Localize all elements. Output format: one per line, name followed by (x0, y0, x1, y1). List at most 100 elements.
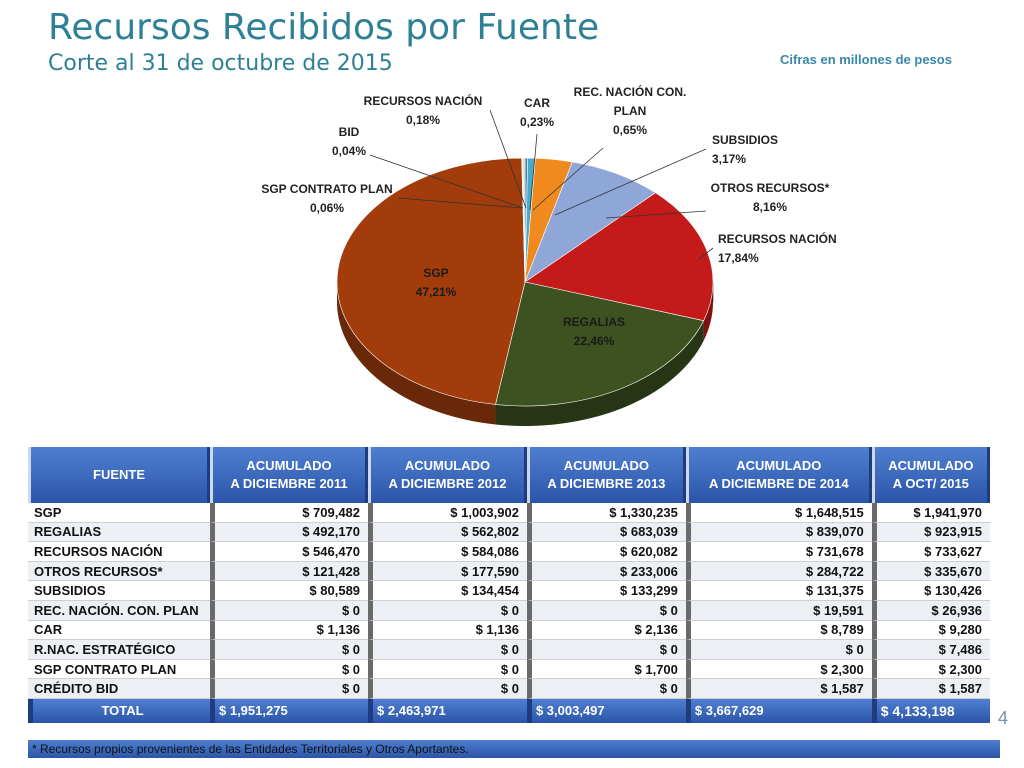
row-source: CRÉDITO BID (28, 679, 210, 699)
leader-line (397, 197, 523, 209)
header-col-2011: ACUMULADO A DICIEMBRE 2011 (210, 447, 369, 503)
table-cell: $ 0 (368, 640, 527, 660)
row-source: CAR (28, 620, 210, 641)
row-source: R.NAC. ESTRATÉGICO (28, 640, 210, 660)
pie-label-name: SGP (423, 266, 448, 280)
table-cell: $ 284,722 (685, 561, 872, 582)
pie-label-name: RECURSOS NACIÓN (718, 231, 837, 246)
table-cell: $ 7,486 (871, 640, 990, 660)
table-cell: $ 2,136 (526, 620, 686, 641)
pie-label-percent: 0,65% (613, 123, 647, 137)
row-source: RECURSOS NACIÓN (28, 542, 210, 562)
table-cell: $ 1,587 (685, 679, 872, 699)
row-source: REGALIAS (28, 522, 210, 543)
table-cell: $ 0 (526, 600, 686, 621)
table-cell: $ 0 (368, 600, 527, 621)
pie-label-percent: 0,06% (310, 201, 344, 215)
pie-slice (522, 157, 526, 283)
total-cell: $ 1,951,275 (210, 698, 369, 723)
header-col-2012: ACUMULADO A DICIEMBRE 2012 (368, 447, 527, 503)
page-subtitle: Corte al 31 de octubre de 2015 (48, 51, 393, 76)
table-cell: $ 335,670 (871, 561, 990, 582)
pie-label-name: RECURSOS NACIÓN (364, 93, 483, 108)
pie-label-name: SUBSIDIOS (712, 133, 778, 147)
row-source: REC. NACIÓN. CON. PLAN (28, 600, 210, 621)
table-cell: $ 134,454 (368, 581, 527, 601)
pie-label-name: REGALIAS (563, 315, 625, 329)
pie-slice-side (336, 282, 496, 425)
table-cell: $ 0 (526, 679, 686, 699)
leader-line (529, 133, 538, 211)
table-cell: $ 0 (526, 640, 686, 660)
table-cell: $ 1,941,970 (871, 503, 990, 523)
total-cell: $ 3,667,629 (685, 698, 872, 723)
pie-slice (495, 281, 705, 407)
table-row: RECURSOS NACIÓN $ 546,470 $ 584,086 $ 620,0… (28, 542, 990, 562)
pie-label-name: BID (339, 125, 360, 139)
pie-label-percent: 0,04% (332, 144, 366, 158)
pie-label-percent: 22,46% (574, 334, 615, 348)
table-cell: $ 80,589 (210, 581, 369, 601)
table-cell: $ 1,700 (526, 659, 686, 680)
table-cell: $ 923,915 (871, 522, 990, 543)
table-cell: $ 1,136 (210, 620, 369, 641)
table-cell: $ 8,789 (685, 620, 872, 641)
table-cell: $ 839,070 (685, 522, 872, 543)
table-row: SUBSIDIOS $ 80,589 $ 134,454 $ 133,299 $ 131… (28, 581, 990, 601)
leader-line (532, 147, 604, 211)
pie-slice (524, 161, 657, 283)
pie-label-name: OTROS RECURSOS* (711, 181, 830, 195)
leader-line (369, 154, 524, 209)
table-row: OTROS RECURSOS* $ 121,428 $ 177,590 $ 233,0… (28, 561, 990, 582)
leader-line (554, 148, 707, 216)
table-cell: $ 233,006 (526, 561, 686, 582)
pie-label-percent: 17,84% (718, 251, 759, 265)
pie-chart: CAR 0,23% REC. NACIÓN CON. PLAN 0,65% SUBSIDI… (261, 84, 837, 426)
table-cell: $ 1,330,235 (526, 503, 686, 523)
table-cell: $ 731,678 (685, 542, 872, 562)
table-row: SGP CONTRATO PLAN $ 0 $ 0 $ 1,700 $ 2,300 $ 2… (28, 659, 990, 680)
table-row: CRÉDITO BID $ 0 $ 0 $ 0 $ 1,587 $ 1,587 (28, 679, 990, 699)
pie-label-percent: 0,23% (520, 115, 554, 129)
table-cell: $ 131,375 (685, 581, 872, 601)
table-cell: $ 562,802 (368, 522, 527, 543)
page-number: 4 (998, 708, 1009, 728)
total-cell: $ 3,003,497 (526, 698, 686, 723)
pie-label-name: CAR (524, 96, 550, 110)
row-source: SGP (28, 503, 210, 523)
table-header-row: FUENTE ACUMULADO A DICIEMBRE 2011 ACUMULA… (28, 447, 990, 503)
data-table: FUENTE ACUMULADO A DICIEMBRE 2011 ACUMULA… (28, 447, 990, 723)
table-cell: $ 584,086 (368, 542, 527, 562)
table-cell: $ 0 (210, 679, 369, 699)
leader-line (489, 109, 527, 209)
row-source: SUBSIDIOS (28, 581, 210, 601)
table-cell: $ 1,136 (368, 620, 527, 641)
table-cell: $ 1,003,902 (368, 503, 527, 523)
table-cell: $ 9,280 (871, 620, 990, 641)
table-row: R.NAC. ESTRATÉGICO $ 0 $ 0 $ 0 $ 0 $ 7,486 (28, 640, 990, 660)
table-row: REGALIAS $ 492,170 $ 562,802 $ 683,039 $ 839… (28, 522, 990, 543)
pie-label-percent: 0,18% (406, 113, 440, 127)
units-note: Cifras en millones de pesos (780, 52, 952, 67)
table-cell: $ 26,936 (871, 600, 990, 621)
table-cell: $ 2,300 (685, 659, 872, 680)
table-cell: $ 121,428 (210, 561, 369, 582)
row-source: SGP CONTRATO PLAN (28, 659, 210, 680)
table-cell: $ 2,300 (871, 659, 990, 680)
table-cell: $ 0 (368, 679, 527, 699)
footnote: * Recursos propios provenientes de las E… (28, 740, 1000, 758)
pie-label-percent: 47,21% (416, 285, 457, 299)
table-cell: $ 133,299 (526, 581, 686, 601)
pie-label-name: SGP CONTRATO PLAN (261, 182, 392, 196)
table-cell: $ 683,039 (526, 522, 686, 543)
total-cell: $ 4,133,198 (871, 698, 990, 723)
table-cell: $ 492,170 (210, 522, 369, 543)
pie-slice (336, 157, 526, 405)
pie-slice-side (495, 320, 704, 426)
header-col-2014: ACUMULADO A DICIEMBRE DE 2014 (685, 447, 872, 503)
table-cell: $ 0 (210, 659, 369, 680)
pie-slice-side (703, 282, 713, 341)
table-cell: $ 177,590 (368, 561, 527, 582)
pie-label-percent: 8,16% (753, 200, 787, 214)
table-cell: $ 1,648,515 (685, 503, 872, 523)
